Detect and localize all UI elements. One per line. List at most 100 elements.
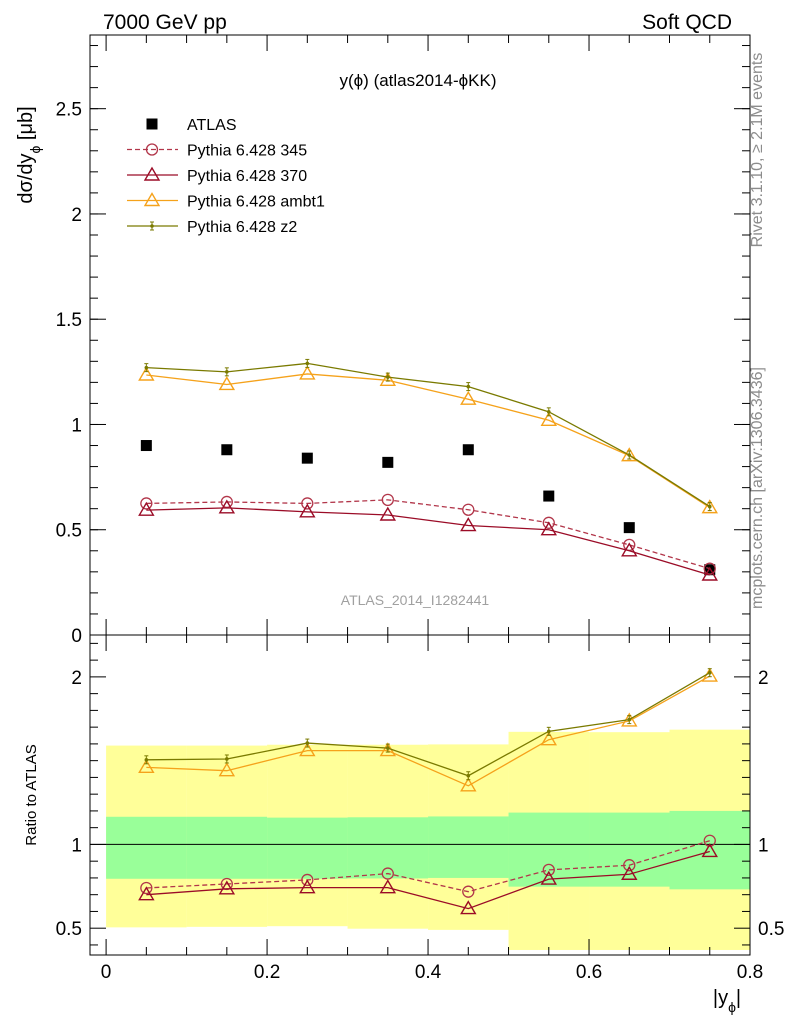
data-point [299, 365, 316, 380]
data-point [462, 444, 474, 456]
legend-label: Pythia 6.428 345 [187, 143, 307, 160]
data-point [221, 444, 233, 456]
series-line [146, 499, 710, 570]
data-point [386, 746, 390, 750]
data-point [701, 499, 718, 514]
ratio-ticks: 0.5 0.5 1 1 2 2 0 0.2 0.4 0.6 0.8 [56, 635, 784, 983]
data-point [218, 880, 236, 895]
data-point [218, 499, 236, 514]
data-point [542, 863, 555, 877]
uncertainty-band-inner [347, 817, 429, 879]
data-point [144, 365, 149, 370]
y-tick-label: 1 [71, 415, 82, 436]
y-tick-label: 2 [71, 205, 82, 226]
data-point [543, 490, 555, 502]
data-point [462, 885, 475, 898]
legend-entry: Pythia 6.428 z2 [127, 219, 297, 236]
uncertainty-band-inner [106, 816, 187, 879]
series-pythia-6-428-370 [138, 499, 718, 581]
data-point [225, 757, 229, 761]
data-point [381, 867, 394, 880]
ratio-line [146, 840, 710, 893]
data-point [540, 521, 557, 536]
series-pythia-6-428-345 [140, 493, 716, 575]
data-point [466, 773, 471, 778]
ratio-series-pythia-6-428-z2 [144, 668, 712, 781]
data-point [225, 370, 229, 374]
data-point [623, 522, 635, 534]
data-point [704, 564, 716, 576]
data-point [145, 143, 159, 156]
data-point [301, 873, 314, 887]
x-tick-label: 0.6 [576, 962, 602, 983]
data-point [540, 731, 557, 746]
data-point [301, 452, 313, 464]
data-point [138, 366, 155, 381]
data-point [546, 729, 551, 734]
data-point [627, 453, 632, 457]
ratio-tick-label: 0.5 [56, 919, 82, 940]
data-point [143, 166, 161, 181]
uncertainty-band-inner [508, 812, 590, 887]
plot-title: y(ϕ) (atlas2014-ϕKK) [340, 71, 497, 90]
y-tick-label: 1.5 [56, 310, 82, 331]
watermark: ATLAS_2014_I1282441 [341, 592, 490, 608]
data-point [627, 717, 632, 722]
data-point [143, 192, 161, 207]
data-point [540, 411, 557, 426]
data-point [621, 542, 638, 557]
ratio-panel: 0.5 0.5 1 1 2 2 0 0.2 0.4 0.6 0.8 Ratio to ATLAS |… [23, 634, 784, 1015]
data-point [707, 670, 712, 675]
main-panel: 0 0.5 1 1.5 2 2.5 y(ϕ) (atlas2014-ϕKK) ATLAS_… [15, 34, 751, 647]
data-point [140, 881, 153, 895]
data-point [703, 562, 716, 575]
legend-label: Pythia 6.428 ambt1 [187, 194, 325, 211]
series-line [146, 362, 711, 508]
ratio-plot-area [90, 667, 750, 950]
data-point [460, 777, 477, 792]
ratio-line [146, 850, 710, 910]
ratio-frame [89, 634, 751, 956]
data-point [379, 879, 397, 894]
series-line [146, 373, 711, 509]
x-axis-label: |yϕ| [713, 987, 741, 1015]
series-pythia-6-428-ambt1 [138, 365, 718, 514]
header-right: Soft QCD [642, 11, 732, 34]
legend: ATLAS Pythia 6.428 345 Pythia 6.428 370 Pyt… [127, 117, 325, 236]
header-left: 7000 GeV pp [103, 11, 227, 34]
data-point [707, 504, 712, 509]
data-point [299, 503, 316, 518]
data-point [546, 410, 551, 414]
ratio-tick-label-right: 2 [758, 668, 769, 689]
ratio-line [146, 675, 711, 787]
x-tick-label: 0 [101, 962, 112, 983]
data-point [299, 742, 316, 757]
main-plot-area [138, 358, 718, 581]
data-point [701, 566, 718, 581]
data-point [462, 503, 475, 516]
data-point [460, 390, 477, 405]
data-point [542, 516, 555, 529]
ratio-tick-label-right: 1 [758, 835, 769, 856]
series-line [146, 507, 710, 576]
data-point [138, 501, 155, 516]
uncertainty-band-inner [669, 810, 750, 890]
ratio-tick-label: 1 [71, 835, 82, 856]
data-point [138, 886, 155, 901]
data-point [218, 376, 236, 391]
legend-label: Pythia 6.428 370 [187, 168, 307, 185]
data-point [140, 497, 153, 510]
legend-label: ATLAS [187, 117, 237, 134]
x-tick-label: 0.2 [254, 962, 280, 983]
data-point [382, 456, 394, 468]
data-point [144, 758, 149, 762]
rivet-version-text: Rivet 3.1.10, ≥ 2.1M events [749, 53, 766, 248]
legend-entry: Pythia 6.428 370 [127, 166, 307, 185]
data-point [460, 900, 477, 915]
data-point [466, 384, 471, 389]
y-axis-label: dσ/dyϕ [μb] [15, 106, 43, 203]
data-point [379, 371, 397, 386]
x-tick-label: 0.4 [415, 962, 442, 983]
series-pythia-6-428-z2 [144, 358, 712, 512]
